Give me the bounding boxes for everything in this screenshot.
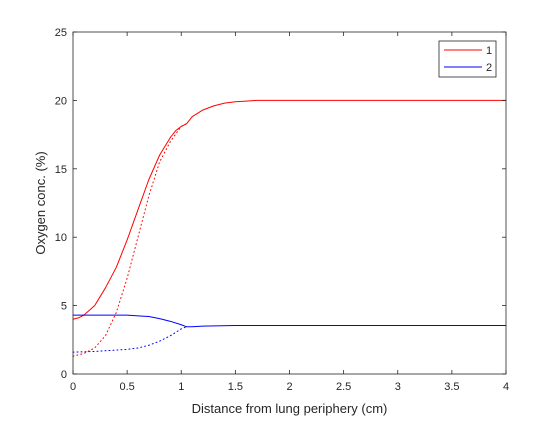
x-tick-label: 0 (70, 381, 76, 393)
x-axis-title: Distance from lung periphery (cm) (192, 401, 388, 416)
series-layer (72, 99, 507, 357)
x-tick-label: 3 (395, 381, 401, 393)
y-tick-label: 5 (61, 301, 67, 313)
x-tick-label: 4 (503, 381, 509, 393)
y-tick-label: 25 (55, 27, 67, 39)
y-tick-label: 10 (55, 232, 67, 244)
legend-box (438, 40, 497, 78)
y-tick-label: 15 (55, 164, 67, 176)
series-line-3 (72, 314, 507, 328)
x-tick-label: 0.5 (119, 381, 134, 393)
series-line-4-dotted (72, 326, 188, 353)
y-axis-title: Oxygen conc. (%) (33, 151, 48, 254)
x-tick-label: 2 (286, 381, 292, 393)
x-tick-label: 1.5 (228, 381, 243, 393)
x-tick-label: 3.5 (444, 381, 459, 393)
x-tick-label: 2.5 (336, 381, 351, 393)
legend: 12 (438, 40, 497, 78)
legend-label: 1 (486, 45, 492, 57)
ticks-layer: 0 0.5 1 1.5 2 2.5 3 3.5 4 0 5 10 15 20 25 (55, 27, 509, 393)
y-tick-label: 20 (55, 95, 67, 107)
legend-label: 2 (486, 62, 492, 74)
series-line-2-dotted (72, 123, 188, 357)
plot-area-frame (72, 31, 507, 375)
x-tick-label: 1 (178, 381, 184, 393)
series-line-1 (72, 99, 507, 320)
y-tick-label: 0 (61, 369, 67, 381)
